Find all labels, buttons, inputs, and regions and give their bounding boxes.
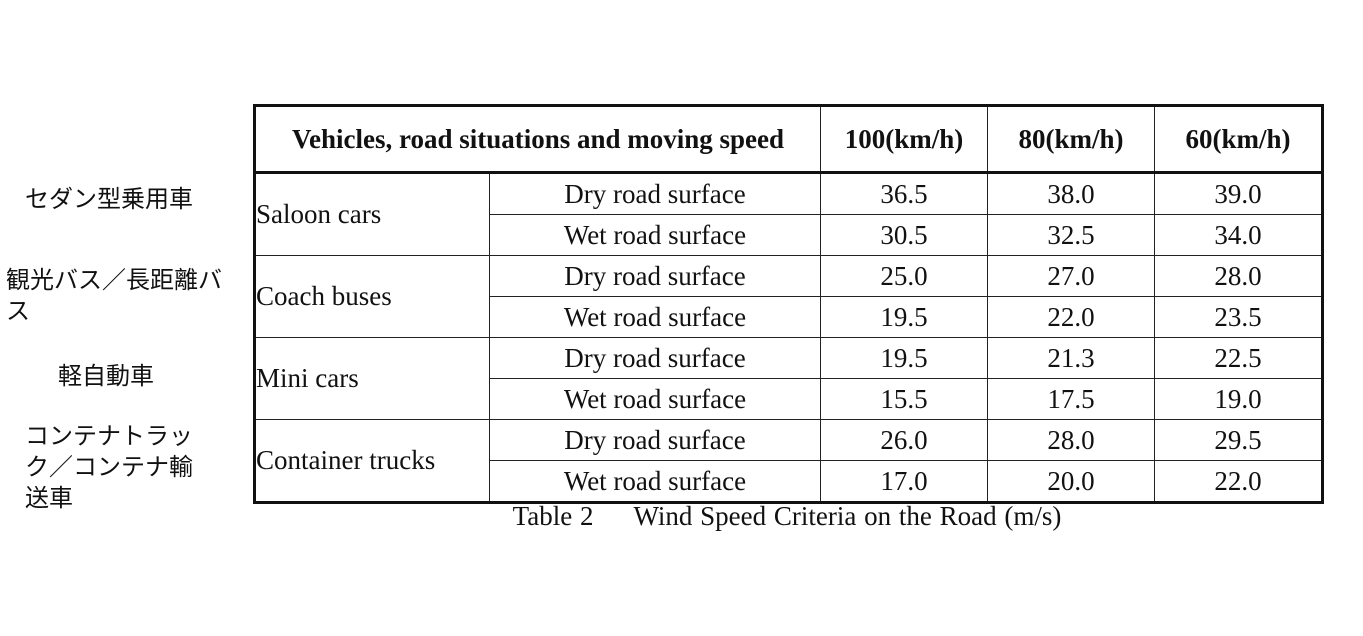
value-cell: 36.5 — [820, 172, 988, 215]
vehicle-cell: Container trucks — [254, 419, 490, 503]
table-row: Mini cars Dry road surface 19.5 21.3 22.… — [254, 337, 1323, 420]
value-cell: 19.5 — [820, 337, 988, 379]
value-cell: 39.0 — [1154, 172, 1323, 215]
condition-cell: Dry road surface — [489, 337, 821, 379]
jp-label-saloon-cars: セダン型乗用車 — [25, 185, 193, 213]
header-vehicles: Vehicles, road situations and moving spe… — [254, 105, 821, 174]
table-caption: Table 2 Wind Speed Criteria on the Road (… — [253, 501, 1321, 532]
value-cell: 30.5 — [820, 214, 988, 256]
value-cell: 29.5 — [1154, 419, 1323, 461]
value-cell: 17.0 — [820, 460, 988, 503]
table-row: Wet road surface 15.5 17.5 19.0 — [255, 378, 1323, 420]
value-cell: 17.5 — [987, 378, 1155, 420]
value-cell: 22.0 — [987, 296, 1155, 338]
caption-label: Table 2 — [512, 501, 594, 531]
value-cell: 22.5 — [1154, 337, 1323, 379]
condition-cell: Dry road surface — [489, 255, 821, 297]
value-cell: 27.0 — [987, 255, 1155, 297]
value-cell: 21.3 — [987, 337, 1155, 379]
value-cell: 20.0 — [987, 460, 1155, 503]
value-cell: 26.0 — [820, 419, 988, 461]
condition-cell: Wet road surface — [489, 378, 821, 420]
header-80kmh: 80(km/h) — [987, 105, 1155, 174]
vehicle-cell: Mini cars — [254, 337, 490, 420]
table-row: Wet road surface 17.0 20.0 22.0 — [255, 460, 1323, 503]
vehicle-cell: Coach buses — [254, 255, 490, 338]
value-cell: 23.5 — [1154, 296, 1323, 338]
value-cell: 15.5 — [820, 378, 988, 420]
value-cell: 38.0 — [987, 172, 1155, 215]
condition-cell: Wet road surface — [489, 214, 821, 256]
jp-label-mini-cars: 軽自動車 — [58, 362, 154, 390]
condition-cell: Wet road surface — [489, 296, 821, 338]
value-cell: 19.0 — [1154, 378, 1323, 420]
table-row: Container trucks Dry road surface 26.0 2… — [254, 419, 1323, 503]
value-cell: 28.0 — [987, 419, 1155, 461]
table-header-row: Vehicles, road situations and moving spe… — [254, 105, 1323, 174]
table-row: Saloon cars Dry road surface 36.5 38.0 3… — [254, 172, 1323, 256]
wind-speed-table: Vehicles, road situations and moving spe… — [253, 104, 1324, 504]
value-cell: 28.0 — [1154, 255, 1323, 297]
condition-cell: Wet road surface — [489, 460, 821, 503]
value-cell: 22.0 — [1154, 460, 1323, 503]
condition-cell: Dry road surface — [489, 419, 821, 461]
table-row: Coach buses Dry road surface 25.0 27.0 2… — [254, 255, 1323, 338]
jp-label-container-trucks: コンテナトラッ ク／コンテナ輸 送車 — [25, 422, 193, 512]
jp-label-coach-buses: 観光バス／長距離バ ス — [6, 266, 222, 325]
header-60kmh: 60(km/h) — [1154, 105, 1323, 174]
header-100kmh: 100(km/h) — [820, 105, 988, 174]
value-cell: 34.0 — [1154, 214, 1323, 256]
value-cell: 32.5 — [987, 214, 1155, 256]
vehicle-cell: Saloon cars — [254, 172, 490, 256]
value-cell: 25.0 — [820, 255, 988, 297]
caption-text: Wind Speed Criteria on the Road (m/s) — [633, 501, 1062, 531]
condition-cell: Dry road surface — [489, 172, 821, 215]
value-cell: 19.5 — [820, 296, 988, 338]
